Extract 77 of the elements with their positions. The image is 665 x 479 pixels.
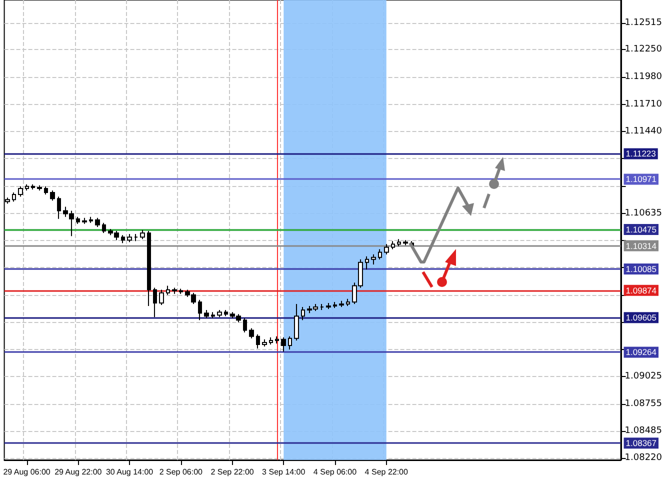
candlestick — [269, 336, 273, 345]
candlestick — [50, 190, 55, 202]
x-tick-label: 30 Aug 14:00 — [106, 468, 154, 476]
y-tick-label: 1.08755 — [624, 398, 662, 409]
y-tick-label: 1.10635 — [624, 208, 662, 218]
candlestick — [391, 240, 395, 250]
candlestick — [31, 184, 35, 190]
candlestick — [262, 338, 267, 348]
candlestick — [371, 254, 376, 265]
candlestick — [275, 336, 279, 344]
candlestick — [294, 303, 299, 341]
candlestick — [37, 184, 42, 191]
y-tick-label: 1.11440 — [624, 126, 662, 137]
candlestick — [12, 192, 16, 202]
candlestick — [339, 300, 344, 308]
ref-line-label: 1.09605 — [626, 312, 657, 323]
candlestick — [18, 186, 23, 198]
candlestick — [153, 287, 157, 318]
candlestick — [134, 234, 138, 242]
candlestick — [365, 256, 369, 270]
x-tick-label: 4 Sep 22:00 — [364, 468, 409, 476]
candlestick — [198, 299, 202, 321]
candlestick — [89, 216, 93, 224]
candlestick — [172, 287, 177, 294]
ref-line-label: 1.10085 — [626, 264, 657, 274]
ref-line-label: 1.09264 — [626, 347, 657, 358]
candlestick — [44, 186, 48, 196]
x-tick-label: 29 Aug 06:00 — [3, 468, 51, 476]
candlestick — [346, 298, 350, 306]
candlestick — [320, 303, 324, 311]
candlestick — [204, 310, 209, 319]
y-tick-label: 1.11710 — [624, 99, 662, 110]
candlestick — [140, 230, 145, 240]
candlestick — [211, 312, 215, 319]
ref-line-label: 1.10971 — [626, 174, 657, 184]
candlestick — [82, 217, 87, 224]
ref-line-label: 1.11223 — [626, 148, 656, 159]
x-tick-label: 2 Sep 06:00 — [159, 468, 204, 476]
y-tick-label: 1.09025 — [624, 371, 662, 382]
candlestick — [224, 310, 228, 317]
ref-line-label: 1.08367 — [626, 438, 657, 448]
candlestick — [179, 288, 183, 294]
x-tick-label: 29 Aug 22:00 — [54, 468, 102, 476]
x-tick-label: 3 Sep 14:00 — [262, 468, 306, 476]
candlestick — [95, 217, 100, 228]
candlestick — [127, 234, 132, 243]
candlestick — [281, 336, 286, 352]
y-tick-label: 1.08220 — [624, 452, 662, 463]
ref-line-label: 1.10475 — [626, 224, 657, 234]
y-tick-label: 1.12515 — [624, 18, 662, 28]
candlestick — [326, 302, 331, 310]
y-tick-label: 1.08485 — [624, 426, 662, 436]
candlestick — [249, 328, 254, 339]
ref-line-label: 1.09874 — [626, 285, 657, 296]
y-tick-label: 1.11980 — [624, 72, 662, 82]
candlestick — [147, 230, 151, 306]
x-tick-label: 2 Sep 22:00 — [210, 468, 254, 476]
candlestick — [403, 240, 408, 246]
candlestick — [301, 306, 305, 321]
candlestick — [25, 184, 29, 191]
candlestick — [288, 336, 292, 350]
candlestick — [57, 196, 61, 220]
candlestick — [166, 285, 170, 296]
candlestick — [217, 310, 222, 318]
candlestick — [121, 234, 125, 244]
candlestick — [159, 289, 164, 306]
candlestick — [397, 238, 401, 247]
candlestick — [76, 216, 80, 224]
candlestick — [333, 301, 337, 309]
x-tick-label: 4 Sep 06:00 — [313, 468, 358, 476]
candlestick — [243, 318, 247, 333]
ref-line-label: 1.10314 — [626, 240, 657, 251]
y-tick-label: 1.12250 — [624, 44, 662, 55]
candlestick — [102, 222, 106, 234]
candlestick — [378, 248, 382, 260]
candlestick — [256, 334, 260, 350]
candlestick — [384, 244, 389, 255]
